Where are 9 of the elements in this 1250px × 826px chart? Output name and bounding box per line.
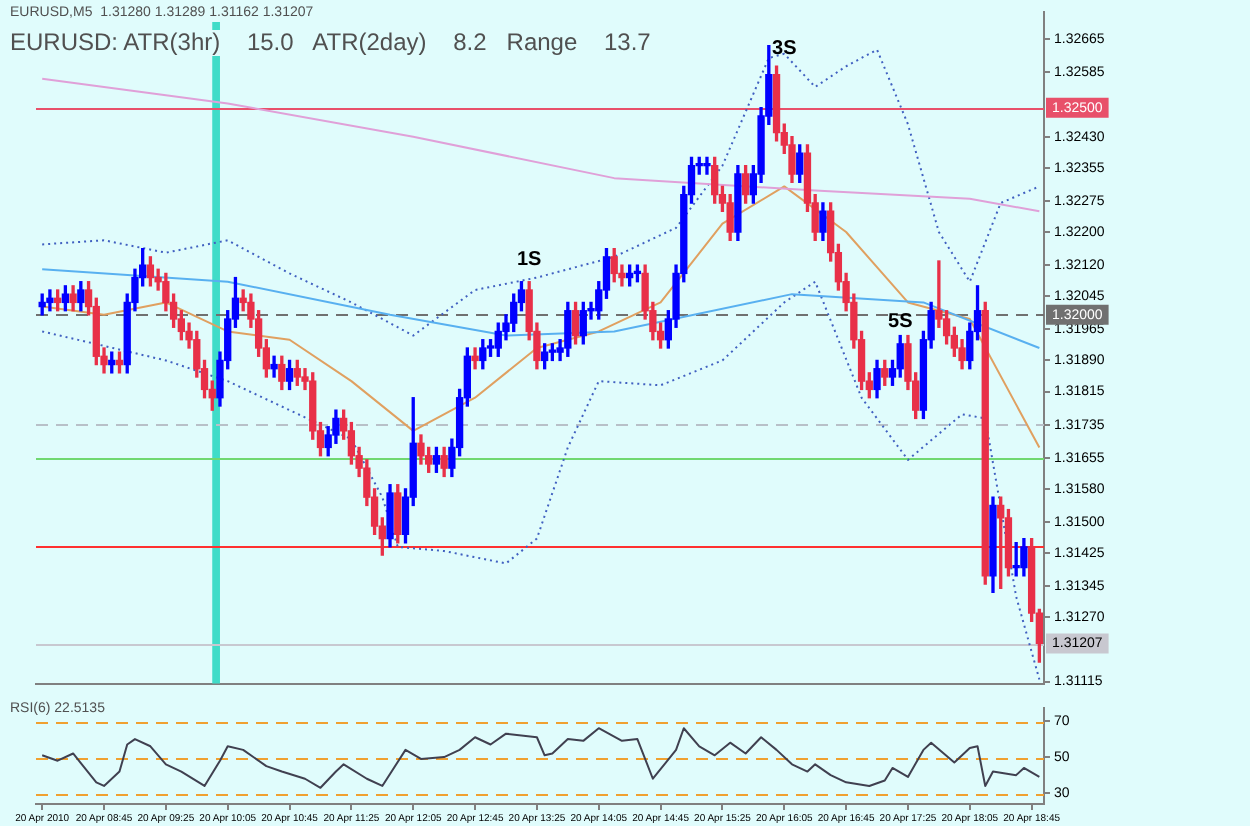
candlestick	[46, 289, 54, 312]
candlestick	[703, 156, 711, 175]
annotation: 5S	[887, 311, 914, 334]
candlestick	[471, 347, 479, 370]
annotation: 3S	[772, 37, 798, 60]
candlestick	[270, 355, 278, 378]
annotation: 1S	[516, 248, 543, 271]
annotation: EURUSD: ATR(3hr) 15.0 ATR(2day) 8.2 Range 13.7	[10, 28, 651, 57]
line-series	[41, 280, 1041, 681]
